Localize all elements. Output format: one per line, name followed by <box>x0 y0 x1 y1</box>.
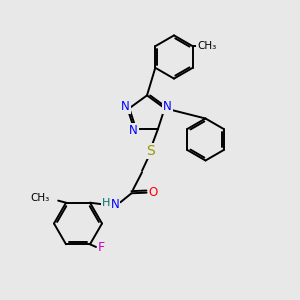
Text: N: N <box>121 100 130 113</box>
Text: N: N <box>111 198 119 211</box>
Text: F: F <box>98 242 105 254</box>
Text: CH₃: CH₃ <box>31 193 50 203</box>
Text: O: O <box>148 186 158 199</box>
Text: N: N <box>163 100 172 113</box>
Text: H: H <box>102 198 110 208</box>
Text: CH₃: CH₃ <box>197 41 216 51</box>
Text: N: N <box>129 124 138 137</box>
Text: S: S <box>146 144 155 158</box>
